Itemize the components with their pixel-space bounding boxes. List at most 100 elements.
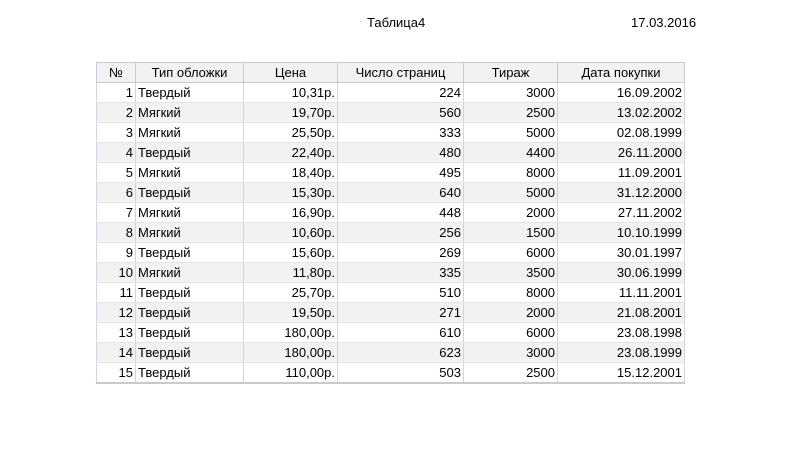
cell-purchase-date: 30.06.1999 xyxy=(557,262,685,283)
table-row: 3 Мягкий 25,50р. 333 5000 02.08.1999 xyxy=(96,122,685,143)
cell-cover-type: Твердый xyxy=(135,82,244,103)
cell-cover-type: Твердый xyxy=(135,182,244,203)
table-row: 14 Твердый 180,00р. 623 3000 23.08.1999 xyxy=(96,342,685,363)
cell-cover-type: Мягкий xyxy=(135,122,244,143)
table-row: 13 Твердый 180,00р. 610 6000 23.08.1998 xyxy=(96,322,685,343)
cell-print-run: 2500 xyxy=(463,362,558,384)
cell-number: 7 xyxy=(96,202,136,223)
cell-cover-type: Мягкий xyxy=(135,102,244,123)
cell-purchase-date: 30.01.1997 xyxy=(557,242,685,263)
table-row: 2 Мягкий 19,70р. 560 2500 13.02.2002 xyxy=(96,102,685,123)
cell-price: 18,40р. xyxy=(243,162,338,183)
cell-price: 10,31р. xyxy=(243,82,338,103)
cell-cover-type: Твердый xyxy=(135,302,244,323)
cell-cover-type: Мягкий xyxy=(135,162,244,183)
table-row: 9 Твердый 15,60р. 269 6000 30.01.1997 xyxy=(96,242,685,263)
cell-print-run: 8000 xyxy=(463,162,558,183)
cell-print-run: 2000 xyxy=(463,302,558,323)
cell-number: 9 xyxy=(96,242,136,263)
table-row: 15 Твердый 110,00р. 503 2500 15.12.2001 xyxy=(96,362,685,384)
cell-page-count: 333 xyxy=(337,122,464,143)
cell-page-count: 495 xyxy=(337,162,464,183)
table-row: 12 Твердый 19,50р. 271 2000 21.08.2001 xyxy=(96,302,685,323)
cell-purchase-date: 21.08.2001 xyxy=(557,302,685,323)
cell-number: 15 xyxy=(96,362,136,384)
cell-print-run: 2500 xyxy=(463,102,558,123)
cell-number: 14 xyxy=(96,342,136,363)
cell-cover-type: Твердый xyxy=(135,342,244,363)
cell-number: 13 xyxy=(96,322,136,343)
cell-page-count: 610 xyxy=(337,322,464,343)
cell-number: 1 xyxy=(96,82,136,103)
cell-price: 16,90р. xyxy=(243,202,338,223)
cell-cover-type: Мягкий xyxy=(135,222,244,243)
cell-page-count: 640 xyxy=(337,182,464,203)
cell-page-count: 256 xyxy=(337,222,464,243)
column-header-purchase-date: Дата покупки xyxy=(557,62,685,83)
table-row: 10 Мягкий 11,80р. 335 3500 30.06.1999 xyxy=(96,262,685,283)
cell-print-run: 4400 xyxy=(463,142,558,163)
table-row: 8 Мягкий 10,60р. 256 1500 10.10.1999 xyxy=(96,222,685,243)
cell-page-count: 503 xyxy=(337,362,464,384)
cell-purchase-date: 27.11.2002 xyxy=(557,202,685,223)
data-table: № Тип обложки Цена Число страниц Тираж Д… xyxy=(96,62,685,384)
cell-purchase-date: 26.11.2000 xyxy=(557,142,685,163)
column-header-print-run: Тираж xyxy=(463,62,558,83)
cell-price: 19,70р. xyxy=(243,102,338,123)
cell-price: 110,00р. xyxy=(243,362,338,384)
cell-price: 15,60р. xyxy=(243,242,338,263)
cell-page-count: 224 xyxy=(337,82,464,103)
cell-page-count: 448 xyxy=(337,202,464,223)
table-body: 1 Твердый 10,31р. 224 3000 16.09.2002 2 Мягкий 1… xyxy=(96,82,685,384)
cell-number: 6 xyxy=(96,182,136,203)
cell-price: 10,60р. xyxy=(243,222,338,243)
table-row: 11 Твердый 25,70р. 510 8000 11.11.2001 xyxy=(96,282,685,303)
cell-page-count: 271 xyxy=(337,302,464,323)
cell-print-run: 8000 xyxy=(463,282,558,303)
cell-price: 180,00р. xyxy=(243,342,338,363)
table-row: 5 Мягкий 18,40р. 495 8000 11.09.2001 xyxy=(96,162,685,183)
cell-print-run: 5000 xyxy=(463,182,558,203)
cell-purchase-date: 13.02.2002 xyxy=(557,102,685,123)
table-row: 6 Твердый 15,30р. 640 5000 31.12.2000 xyxy=(96,182,685,203)
column-header-number: № xyxy=(96,62,136,83)
cell-page-count: 269 xyxy=(337,242,464,263)
report-title: Таблица4 xyxy=(367,15,426,30)
cell-purchase-date: 31.12.2000 xyxy=(557,182,685,203)
table-row: 4 Твердый 22,40р. 480 4400 26.11.2000 xyxy=(96,142,685,163)
cell-price: 22,40р. xyxy=(243,142,338,163)
cell-number: 3 xyxy=(96,122,136,143)
cell-cover-type: Мягкий xyxy=(135,262,244,283)
cell-cover-type: Мягкий xyxy=(135,202,244,223)
cell-number: 10 xyxy=(96,262,136,283)
cell-cover-type: Твердый xyxy=(135,142,244,163)
cell-purchase-date: 02.08.1999 xyxy=(557,122,685,143)
cell-number: 11 xyxy=(96,282,136,303)
table-header-row: № Тип обложки Цена Число страниц Тираж Д… xyxy=(96,62,685,83)
column-header-price: Цена xyxy=(243,62,338,83)
cell-purchase-date: 23.08.1998 xyxy=(557,322,685,343)
cell-print-run: 1500 xyxy=(463,222,558,243)
cell-purchase-date: 16.09.2002 xyxy=(557,82,685,103)
cell-price: 19,50р. xyxy=(243,302,338,323)
column-header-cover-type: Тип обложки xyxy=(135,62,244,83)
cell-print-run: 3500 xyxy=(463,262,558,283)
cell-print-run: 3000 xyxy=(463,82,558,103)
cell-price: 25,70р. xyxy=(243,282,338,303)
cell-cover-type: Твердый xyxy=(135,282,244,303)
cell-number: 2 xyxy=(96,102,136,123)
cell-purchase-date: 11.09.2001 xyxy=(557,162,685,183)
cell-number: 12 xyxy=(96,302,136,323)
cell-purchase-date: 23.08.1999 xyxy=(557,342,685,363)
cell-print-run: 6000 xyxy=(463,242,558,263)
cell-print-run: 2000 xyxy=(463,202,558,223)
cell-print-run: 5000 xyxy=(463,122,558,143)
cell-purchase-date: 11.11.2001 xyxy=(557,282,685,303)
report-date: 17.03.2016 xyxy=(631,15,697,30)
cell-cover-type: Твердый xyxy=(135,362,244,384)
cell-price: 25,50р. xyxy=(243,122,338,143)
cell-print-run: 3000 xyxy=(463,342,558,363)
cell-page-count: 560 xyxy=(337,102,464,123)
cell-cover-type: Твердый xyxy=(135,322,244,343)
cell-print-run: 6000 xyxy=(463,322,558,343)
